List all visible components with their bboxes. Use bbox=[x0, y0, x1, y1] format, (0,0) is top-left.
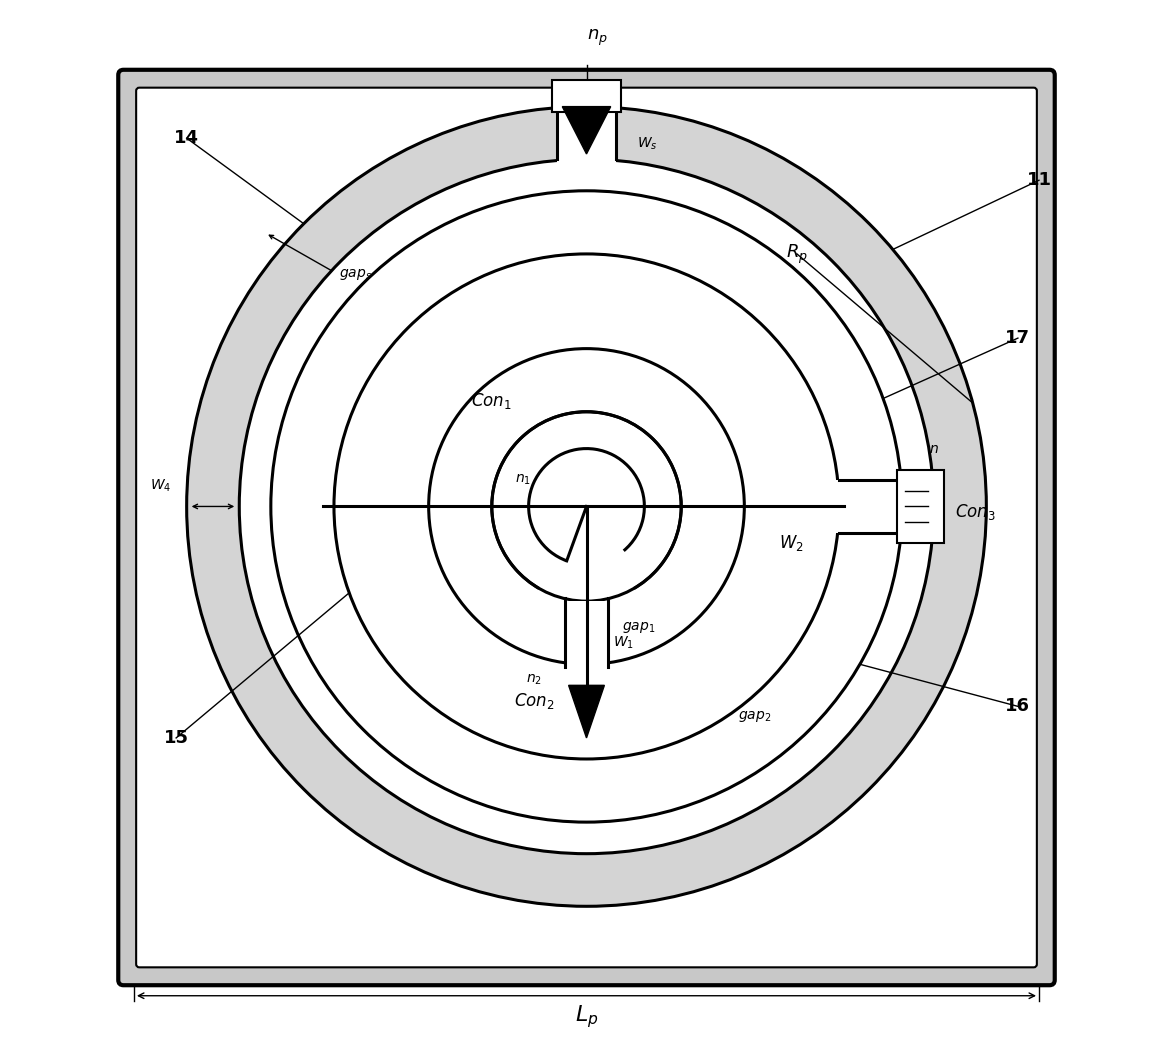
Text: $n_1$: $n_1$ bbox=[515, 473, 531, 487]
FancyBboxPatch shape bbox=[551, 80, 622, 112]
Circle shape bbox=[239, 159, 934, 853]
Text: $L_p$: $L_p$ bbox=[575, 1003, 598, 1030]
Text: $gap_2$: $gap_2$ bbox=[738, 709, 772, 725]
Text: $W_4$: $W_4$ bbox=[150, 477, 171, 494]
Text: $W_2$: $W_2$ bbox=[779, 533, 804, 553]
Text: $Con_1$: $Con_1$ bbox=[472, 391, 513, 411]
FancyBboxPatch shape bbox=[897, 469, 944, 543]
FancyBboxPatch shape bbox=[836, 480, 909, 533]
Circle shape bbox=[334, 254, 839, 759]
Circle shape bbox=[491, 411, 682, 601]
Circle shape bbox=[271, 191, 902, 822]
Text: $Con_2$: $Con_2$ bbox=[514, 691, 554, 711]
Polygon shape bbox=[569, 686, 604, 737]
FancyBboxPatch shape bbox=[557, 99, 616, 162]
Text: $n_p$: $n_p$ bbox=[586, 28, 608, 49]
Polygon shape bbox=[562, 107, 611, 154]
FancyBboxPatch shape bbox=[136, 88, 1037, 967]
Circle shape bbox=[428, 348, 745, 665]
Text: $gap_1$: $gap_1$ bbox=[623, 620, 656, 635]
Text: 11: 11 bbox=[1026, 171, 1051, 189]
Text: $Con_3$: $Con_3$ bbox=[956, 502, 996, 522]
Text: 14: 14 bbox=[174, 129, 199, 148]
Text: $gap_s$: $gap_s$ bbox=[339, 268, 372, 283]
Text: $W_1$: $W_1$ bbox=[612, 635, 633, 651]
FancyBboxPatch shape bbox=[565, 601, 608, 670]
Text: 16: 16 bbox=[1005, 697, 1030, 715]
Text: $W_s$: $W_s$ bbox=[637, 135, 658, 152]
Text: $R_p$: $R_p$ bbox=[786, 243, 808, 266]
Circle shape bbox=[561, 480, 612, 533]
Text: $n$: $n$ bbox=[929, 442, 938, 456]
Circle shape bbox=[187, 107, 986, 906]
Text: $n_2$: $n_2$ bbox=[526, 673, 542, 687]
Text: 15: 15 bbox=[163, 729, 189, 747]
FancyBboxPatch shape bbox=[118, 70, 1055, 985]
Text: 17: 17 bbox=[1005, 329, 1030, 347]
